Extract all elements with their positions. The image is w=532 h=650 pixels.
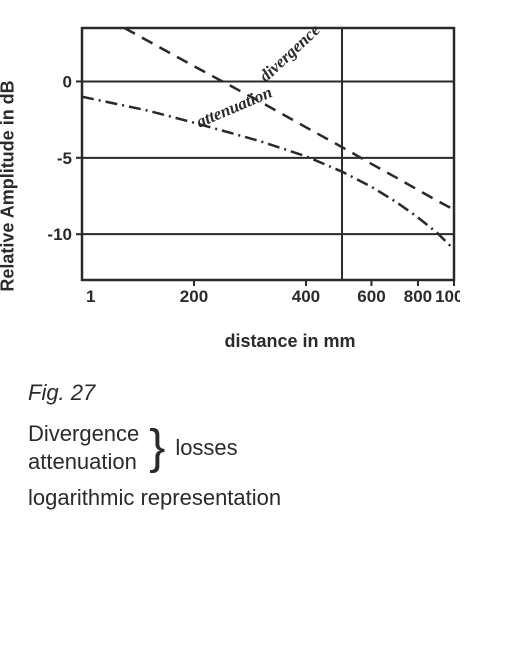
caption-word-attenuation: attenuation [28,448,139,476]
svg-text:200: 200 [180,287,208,306]
svg-text:0: 0 [63,72,72,91]
svg-text:800: 800 [404,287,432,306]
x-axis-label: distance in mm [30,331,510,352]
svg-text:-5: -5 [57,149,72,168]
figure-number: Fig. 27 [28,380,512,406]
svg-text:1: 1 [86,287,95,306]
caption-word-divergence: Divergence [28,420,139,448]
svg-text:-10: -10 [47,225,72,244]
chart-svg: divergenceattenuation200400600800100010-… [30,20,460,320]
svg-text:400: 400 [292,287,320,306]
y-axis-label: Relative Amplitude in dB [0,80,19,291]
svg-text:600: 600 [357,287,385,306]
caption-subtitle: logarithmic representation [28,485,512,511]
caption-brace-row: Divergence attenuation } losses [28,420,512,475]
figure-caption: Fig. 27 Divergence attenuation } losses … [20,380,512,511]
chart-container: Relative Amplitude in dB divergenceatten… [30,20,510,352]
brace-left-words: Divergence attenuation [28,420,139,475]
curly-brace-icon: } [147,426,167,469]
svg-text:1000: 1000 [435,287,460,306]
caption-brace-rhs: losses [175,435,237,461]
